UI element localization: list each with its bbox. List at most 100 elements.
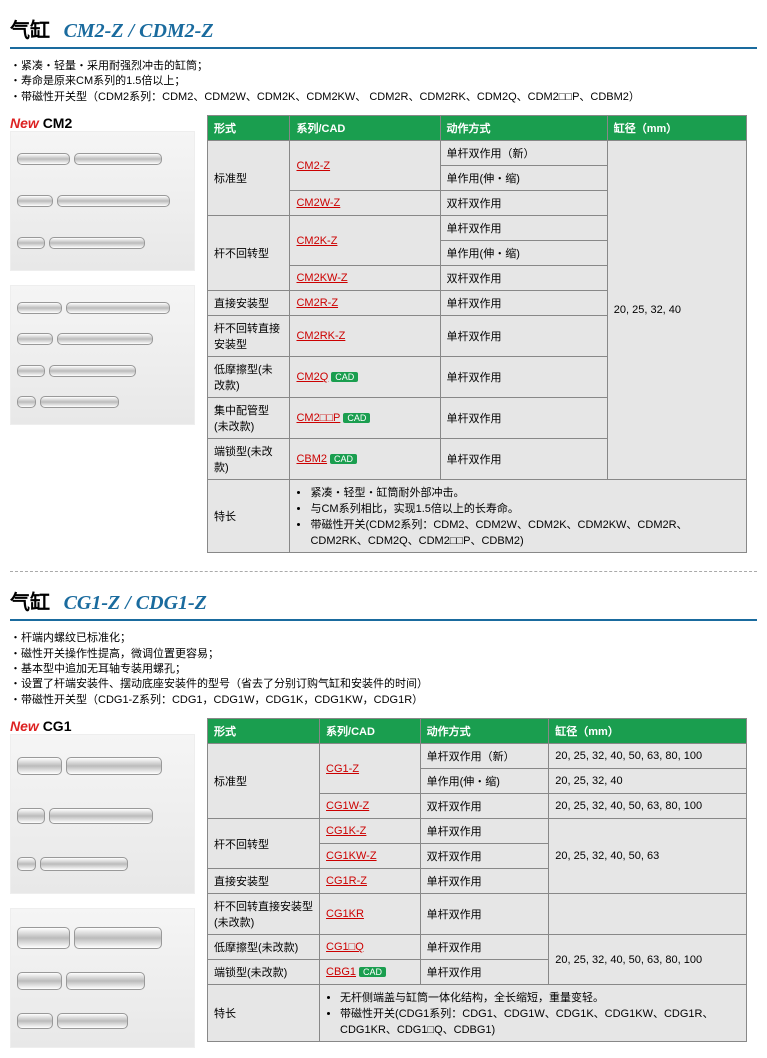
cell-action: 单杆双作用（新）: [440, 141, 607, 166]
cell-series: CG1KW-Z: [320, 844, 421, 869]
model-text: CG1: [43, 718, 72, 734]
section-2-bullets: ・杆端内螺纹已标准化； ・磁性开关操作性提高，微调位置更容易； ・基本型中追加无…: [10, 631, 757, 708]
cell-form: 杆不回转直接安装型: [208, 316, 290, 357]
feature-item: 带磁性开关(CDG1系列：CDG1、CDG1W、CDG1K、CDG1KW、CDG…: [340, 1005, 740, 1037]
table-row: 低摩擦型(未改款) CG1□Q 单杆双作用 20, 25, 32, 40, 50…: [208, 935, 747, 960]
cell-form: 直接安装型: [208, 291, 290, 316]
new-badge: New CM2: [10, 115, 195, 131]
model-text: CM2: [43, 115, 73, 131]
cell-series: CM2-Z: [290, 141, 440, 191]
cell-action: 单杆双作用: [440, 439, 607, 480]
section-1-body: New CM2 形式 系列/CAD 动作方式 缸径（mm） 标准型 CM2-Z …: [10, 115, 757, 553]
feature-row: 特长 无杆侧端盖与缸筒一体化结构，全长缩短，重量变轻。 带磁性开关(CDG1系列…: [208, 985, 747, 1042]
series-link[interactable]: CM2□□P: [296, 412, 340, 424]
section-1-image-col: New CM2: [10, 115, 195, 425]
col-action: 动作方式: [440, 116, 607, 141]
cell-action: 双杆双作用: [420, 844, 549, 869]
col-series: 系列/CAD: [290, 116, 440, 141]
cell-bore: 20, 25, 32, 40, 50, 63, 80, 100: [549, 794, 747, 819]
cell-action: 单作用(伸・缩): [420, 769, 549, 794]
series-link[interactable]: CM2Q: [296, 371, 328, 383]
section-2-body: New CG1 形式 系列/CAD 动作方式 缸径（mm） 标准型 CG1-Z …: [10, 718, 757, 1048]
cell-form: 端锁型(未改款): [208, 439, 290, 480]
cell-form: 直接安装型: [208, 869, 320, 894]
cell-form: 杆不回转直接安装型(未改款): [208, 894, 320, 935]
series-link[interactable]: CG1K-Z: [326, 825, 366, 837]
section-2-table: 形式 系列/CAD 动作方式 缸径（mm） 标准型 CG1-Z 单杆双作用（新）…: [207, 718, 747, 1042]
cell-form: 标准型: [208, 141, 290, 216]
series-link[interactable]: CG1□Q: [326, 941, 364, 953]
series-link[interactable]: CM2R-Z: [296, 297, 338, 309]
section-2-title: 气缸 CG1-Z / CDG1-Z: [10, 582, 757, 621]
cell-action: 单杆双作用: [440, 398, 607, 439]
cylinder-illustration: [10, 908, 195, 1048]
col-form: 形式: [208, 719, 320, 744]
series-link[interactable]: CG1KW-Z: [326, 850, 377, 862]
feature-cell: 无杆侧端盖与缸筒一体化结构，全长缩短，重量变轻。 带磁性开关(CDG1系列：CD…: [320, 985, 747, 1042]
cylinder-illustration: [10, 734, 195, 894]
feature-label: 特长: [208, 985, 320, 1042]
cell-series: CM2□□PCAD: [290, 398, 440, 439]
cell-series: CG1□Q: [320, 935, 421, 960]
feature-label: 特长: [208, 480, 290, 553]
cell-form: 标准型: [208, 744, 320, 819]
bullet: ・紧凑・轻量・采用耐强烈冲击的缸筒；: [10, 59, 757, 74]
series-link[interactable]: CM2KW-Z: [296, 272, 347, 284]
cad-tag: CAD: [330, 454, 357, 464]
new-text: New: [10, 115, 39, 131]
cylinder-illustration: [10, 131, 195, 271]
series-link[interactable]: CG1R-Z: [326, 875, 367, 887]
cell-action: 单杆双作用: [420, 935, 549, 960]
cad-tag: CAD: [343, 413, 370, 423]
col-action: 动作方式: [420, 719, 549, 744]
cad-tag: CAD: [359, 967, 386, 977]
series-link[interactable]: CBG1: [326, 966, 356, 978]
cell-action: 单作用(伸・缩): [440, 166, 607, 191]
feature-item: 与CM系列相比，实现1.5倍以上的长寿命。: [310, 500, 740, 516]
cell-series: CBG1CAD: [320, 960, 421, 985]
section-divider: [10, 571, 757, 572]
bullet: ・基本型中追加无耳轴专装用螺孔；: [10, 662, 757, 677]
cell-series: CM2W-Z: [290, 191, 440, 216]
series-link[interactable]: CM2RK-Z: [296, 330, 345, 342]
new-text: New: [10, 718, 39, 734]
cad-tag: CAD: [331, 372, 358, 382]
col-form: 形式: [208, 116, 290, 141]
table-row: 杆不回转直接安装型(未改款) CG1KR 单杆双作用: [208, 894, 747, 935]
section-1-bullets: ・紧凑・轻量・采用耐强烈冲击的缸筒； ・寿命是原来CM系列的1.5倍以上； ・带…: [10, 59, 757, 105]
feature-cell: 紧凑・轻型・缸筒耐外部冲击。 与CM系列相比，实现1.5倍以上的长寿命。 带磁性…: [290, 480, 747, 553]
series-link[interactable]: CG1W-Z: [326, 800, 369, 812]
cell-bore: 20, 25, 32, 40, 50, 63, 80, 100: [549, 744, 747, 769]
cell-series: CM2QCAD: [290, 357, 440, 398]
cell-bore: 20, 25, 32, 40: [549, 769, 747, 794]
series-link[interactable]: CG1-Z: [326, 763, 359, 775]
cell-bore: 20, 25, 32, 40: [607, 141, 746, 480]
cell-series: CG1K-Z: [320, 819, 421, 844]
cell-action: 单杆双作用（新）: [420, 744, 549, 769]
table-row: 杆不回转型 CG1K-Z 单杆双作用 20, 25, 32, 40, 50, 6…: [208, 819, 747, 844]
col-bore: 缸径（mm）: [607, 116, 746, 141]
cell-form: 集中配管型(未改款): [208, 398, 290, 439]
series-link[interactable]: CM2-Z: [296, 160, 330, 172]
section-1-title-model: CM2-Z / CDM2-Z: [64, 20, 214, 42]
bullet: ・设置了杆端安装件、摆动底座安装件的型号（省去了分别订购气缸和安装件的时间）: [10, 677, 757, 692]
series-link[interactable]: CM2W-Z: [296, 197, 340, 209]
feature-row: 特长 紧凑・轻型・缸筒耐外部冲击。 与CM系列相比，实现1.5倍以上的长寿命。 …: [208, 480, 747, 553]
cell-action: 单杆双作用: [440, 316, 607, 357]
col-bore: 缸径（mm）: [549, 719, 747, 744]
bullet: ・杆端内螺纹已标准化；: [10, 631, 757, 646]
series-link[interactable]: CBM2: [296, 453, 327, 465]
cell-series: CM2K-Z: [290, 216, 440, 266]
cell-series: CBM2CAD: [290, 439, 440, 480]
cylinder-illustration: [10, 285, 195, 425]
cell-series: CM2RK-Z: [290, 316, 440, 357]
cell-action: 双杆双作用: [440, 266, 607, 291]
bullet: ・磁性开关操作性提高，微调位置更容易；: [10, 647, 757, 662]
cell-action: 单作用(伸・缩): [440, 241, 607, 266]
cell-action: 单杆双作用: [420, 819, 549, 844]
series-link[interactable]: CG1KR: [326, 908, 364, 920]
feature-item: 紧凑・轻型・缸筒耐外部冲击。: [310, 484, 740, 500]
series-link[interactable]: CM2K-Z: [296, 235, 337, 247]
section-2-title-model: CG1-Z / CDG1-Z: [64, 592, 207, 614]
cell-form: 端锁型(未改款): [208, 960, 320, 985]
